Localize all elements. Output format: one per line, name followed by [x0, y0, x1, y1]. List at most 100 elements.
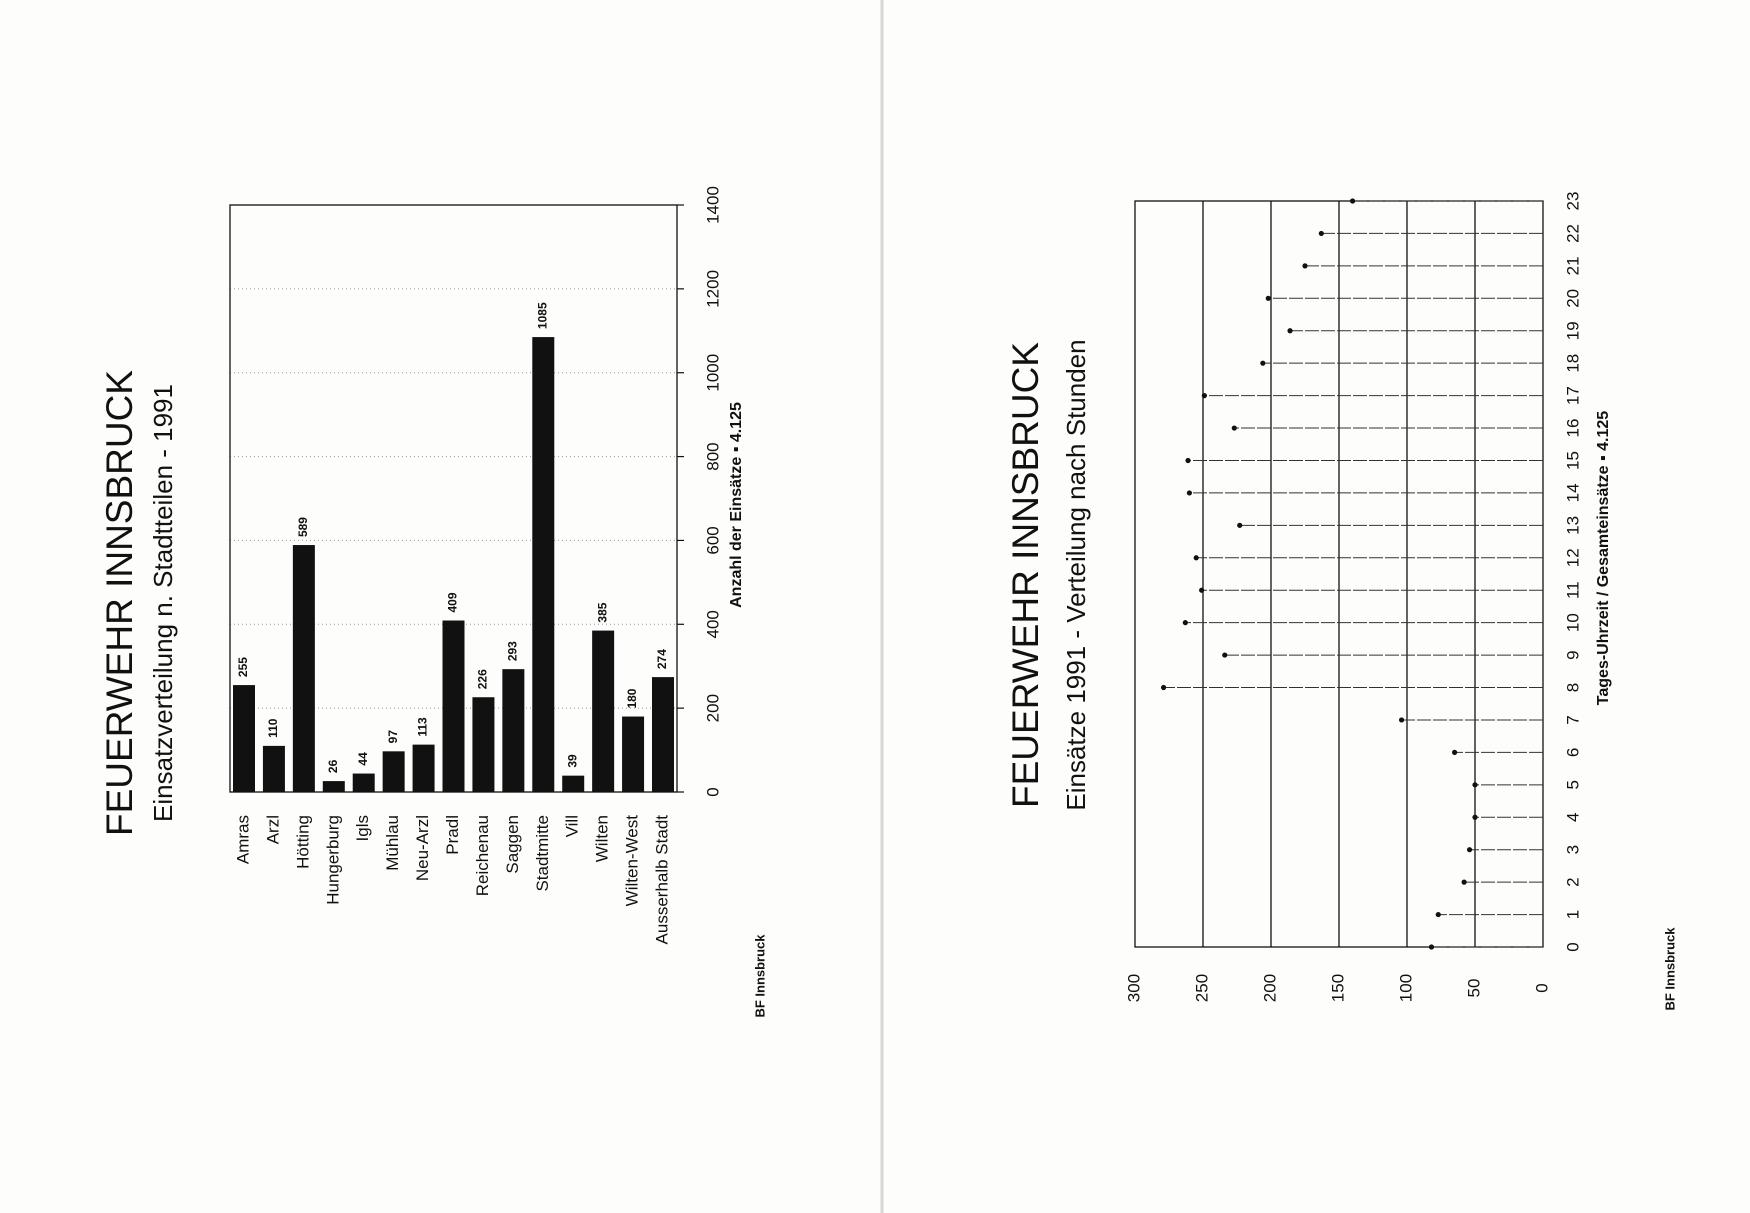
bar — [532, 337, 555, 792]
hour-tick-label: 18 — [1563, 354, 1582, 373]
value-tick-label: 50 — [1464, 979, 1483, 998]
bar-value-label: 255 — [236, 657, 250, 677]
category-label: Mühlau — [383, 815, 402, 871]
data-point — [1182, 620, 1188, 626]
data-point — [1186, 490, 1192, 496]
bar-value-label: 180 — [625, 688, 639, 708]
category-label: Hungerburg — [323, 815, 342, 905]
data-point — [1472, 782, 1478, 788]
y-tick-label: 200 — [703, 694, 722, 722]
data-point — [1435, 911, 1441, 918]
y-tick-label: 400 — [703, 610, 722, 638]
category-label: Hötting — [293, 815, 312, 869]
source-label: BF Innsbruck — [1662, 927, 1677, 1011]
data-point — [1452, 749, 1458, 755]
bar — [292, 545, 315, 792]
data-point — [1350, 198, 1356, 204]
bar — [622, 716, 645, 792]
data-point — [1265, 295, 1271, 301]
chart-subtitle: Einsätze 1991 - Verteilung nach Stunden — [1061, 339, 1091, 810]
data-point — [1222, 652, 1228, 658]
data-point — [1185, 457, 1191, 464]
y-tick-label: 1000 — [703, 354, 722, 392]
bar-value-label: 26 — [326, 759, 340, 773]
bar — [382, 751, 405, 792]
hour-tick-label: 16 — [1563, 419, 1582, 438]
category-label: Amras — [233, 815, 252, 864]
bar — [262, 745, 285, 792]
hour-tick-label: 4 — [1563, 813, 1582, 822]
hourly-lollipop-chart: 0501001502002503000123456789101112131415… — [1005, 192, 1678, 1011]
category-label: Pradl — [443, 815, 462, 855]
category-label: Reichenau — [473, 815, 492, 896]
data-point — [1201, 393, 1207, 399]
district-bar-chart: 0 200 400 600 800 1000 1200 1400 255 Amras 110 Arzl… — [99, 186, 768, 1017]
hour-tick-label: 7 — [1563, 715, 1582, 724]
bar — [562, 775, 585, 792]
value-tick-label: 250 — [1192, 974, 1211, 1002]
hour-tick-label: 9 — [1563, 650, 1582, 659]
data-point — [1428, 944, 1435, 950]
source-label: BF Innsbruck — [752, 934, 767, 1018]
hour-tick-label: 14 — [1563, 483, 1582, 502]
bar-value-label: 274 — [655, 649, 669, 669]
category-label: Ausserhalb Stadt — [652, 815, 671, 945]
bar — [592, 630, 615, 792]
hour-tick-label: 19 — [1563, 321, 1582, 340]
data-point — [1318, 230, 1324, 237]
hour-tick-label: 3 — [1563, 845, 1582, 854]
value-tick-label: 0 — [1532, 983, 1551, 992]
data-point — [1398, 717, 1405, 723]
value-tick-label: 100 — [1396, 974, 1415, 1002]
category-label: Wilten — [593, 815, 612, 862]
hour-tick-label: 1 — [1563, 910, 1582, 919]
x-axis-label: Tages-Uhrzeit / Gesamteinsätze ▪ 4.125 — [1595, 411, 1612, 705]
category-label: Arzl — [263, 815, 282, 844]
y-axis-label: Anzahl der Einsätze ▪ 4.125 — [728, 402, 745, 608]
value-tick-label: 200 — [1260, 974, 1279, 1002]
bar — [412, 744, 435, 792]
category-label: Neu-Arzl — [413, 815, 432, 881]
value-tick-label: 150 — [1328, 974, 1347, 1002]
category-label: Igls — [353, 815, 372, 841]
category-label: Vill — [563, 815, 582, 837]
bar-value-label: 293 — [506, 641, 520, 661]
data-point — [1193, 555, 1199, 561]
hour-tick-label: 12 — [1563, 548, 1582, 567]
data-point — [1472, 814, 1478, 820]
data-point — [1199, 587, 1205, 593]
bar-value-label: 409 — [446, 592, 460, 612]
data-point — [1160, 684, 1167, 691]
hour-tick-label: 5 — [1563, 780, 1582, 789]
hour-tick-label: 11 — [1563, 581, 1582, 599]
y-tick-label: 1400 — [703, 186, 722, 224]
y-tick-label: 0 — [703, 787, 722, 796]
hour-tick-label: 8 — [1563, 683, 1582, 692]
hour-tick-label: 23 — [1563, 192, 1582, 211]
value-tick-label: 300 — [1124, 974, 1143, 1002]
y-tick-label: 600 — [703, 526, 722, 554]
bar — [322, 781, 345, 792]
data-point — [1231, 425, 1237, 431]
bar — [352, 773, 375, 792]
hour-tick-label: 17 — [1563, 386, 1582, 405]
bar — [472, 697, 495, 792]
bar-value-label: 1085 — [535, 302, 549, 329]
category-label: Saggen — [503, 815, 522, 874]
data-point — [1260, 360, 1266, 366]
hour-tick-label: 20 — [1563, 289, 1582, 308]
bar — [442, 620, 465, 792]
hour-tick-label: 2 — [1563, 877, 1582, 886]
category-label: Wilten-West — [623, 815, 642, 907]
chart-title: FEUERWEHR INNSBRUCK — [99, 370, 140, 836]
data-point — [1466, 847, 1473, 853]
bar-value-label: 589 — [296, 517, 310, 537]
chart-title: FEUERWEHR INNSBRUCK — [1005, 342, 1046, 808]
data-point — [1461, 879, 1467, 885]
bar-value-label: 385 — [595, 602, 609, 622]
category-label: Stadtmitte — [533, 815, 552, 892]
hour-tick-label: 15 — [1563, 451, 1582, 470]
hour-tick-label: 0 — [1563, 942, 1582, 951]
y-tick-label: 800 — [703, 442, 722, 470]
